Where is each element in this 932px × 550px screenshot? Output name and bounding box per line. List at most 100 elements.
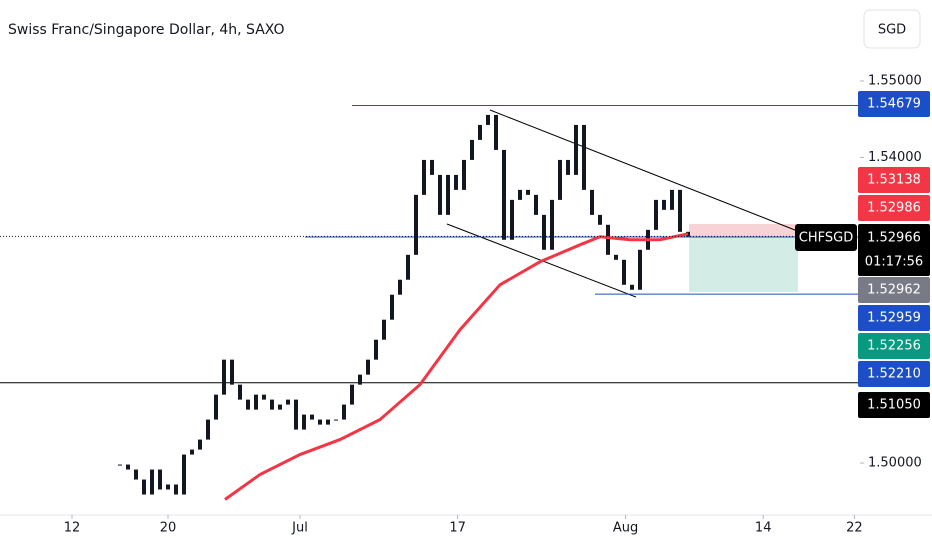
candle-body [630,284,634,290]
candle-body [374,339,378,360]
candle-body [310,414,314,420]
x-tick-label: Jul [291,521,308,536]
candle-body [422,159,426,195]
candle-body [582,124,586,190]
candle-body [166,484,170,490]
candle-body [126,464,130,470]
last-price-label: 1.52966 [867,231,921,246]
candle-body [382,319,386,340]
candle-body [606,224,610,255]
y-tick-label: 1.55000 [868,73,922,88]
candle-body [350,384,354,405]
candle-body [430,159,434,175]
candle-body [334,419,338,421]
candle-body [254,394,258,410]
candle-body [670,189,674,210]
channel-upper [489,109,801,233]
x-tick-label: 17 [449,521,466,536]
x-tick-label: Aug [613,521,638,536]
candle-body [510,199,514,240]
price-tag-label: 1.53138 [867,173,921,188]
candle-body [198,439,202,450]
price-tag [858,333,930,359]
x-tick-label: 22 [846,521,863,536]
price-tag-label: 1.52962 [867,283,921,298]
symbol-tag-label: CHFSGD [799,231,853,246]
moving-average [224,232,689,501]
candle-body [222,359,226,395]
candle-body [182,454,186,495]
candle-body [638,249,642,290]
price-tag [858,361,930,387]
candle-body [558,159,562,200]
candle-body [462,159,466,190]
candle-body [238,384,242,400]
candle-body [622,259,626,285]
candle-body [246,399,250,410]
candle-body [366,359,370,375]
candle-body [502,149,506,240]
candle-body [270,399,274,410]
price-tag [858,167,930,193]
candle-body [590,189,594,215]
candle-body [550,199,554,250]
candle-body [262,394,266,400]
price-tag-label: 1.52210 [867,367,921,382]
candle-body [342,404,346,420]
candle-body [286,399,290,405]
symbol-tag [795,224,857,251]
candle-body [158,469,162,490]
candle-body [454,174,458,190]
price-tag-label: 1.51050 [867,398,921,413]
x-tick-label: 12 [64,521,81,536]
candle-body [678,189,682,232]
candle-body [614,254,618,260]
candle-body [134,469,138,480]
y-tick-label: 1.54000 [868,150,922,165]
price-tag [858,305,930,331]
price-tag-label: 1.52986 [867,201,921,216]
x-tick-label: 14 [755,521,772,536]
candle-body [398,279,402,295]
candle-body [206,419,210,440]
candle-body [542,214,546,250]
price-tag [858,277,930,303]
candle-body [150,469,154,495]
candle-body [294,399,298,430]
candle-body [566,159,570,175]
candle-body [174,484,178,495]
candle-body [494,114,498,150]
candle-body [574,124,578,175]
price-tag [858,91,930,117]
price-tag-label: 1.52959 [867,311,921,326]
candle-body [326,419,330,425]
candle-body [654,199,658,230]
price-tag [858,195,930,221]
chart-title: Swiss Franc/Singapore Dollar, 4h, SAXO [8,22,284,38]
candle-body [534,194,538,215]
candle-body [390,294,394,320]
candle-body [486,114,490,125]
candle-body [230,359,234,385]
last-price-tag [858,224,930,276]
candle-body [598,214,602,225]
candle-body [358,374,362,385]
candle-body [446,174,450,215]
candle-body [190,449,194,455]
price-tag-label: 1.52256 [867,339,921,354]
candle-body [214,394,218,420]
candle-body [438,174,442,215]
candle-body [518,189,522,200]
stop-zone [689,224,798,237]
candle-body [142,479,146,495]
currency-label[interactable]: SGD [878,23,906,38]
candle-body [478,124,482,140]
y-tick-label: 1.50000 [868,456,922,471]
currency-button[interactable] [863,9,921,49]
candle-body [526,189,530,195]
target-zone [689,237,798,292]
candle-body [318,419,322,425]
price-tag [858,392,930,418]
candle-body [470,139,474,160]
